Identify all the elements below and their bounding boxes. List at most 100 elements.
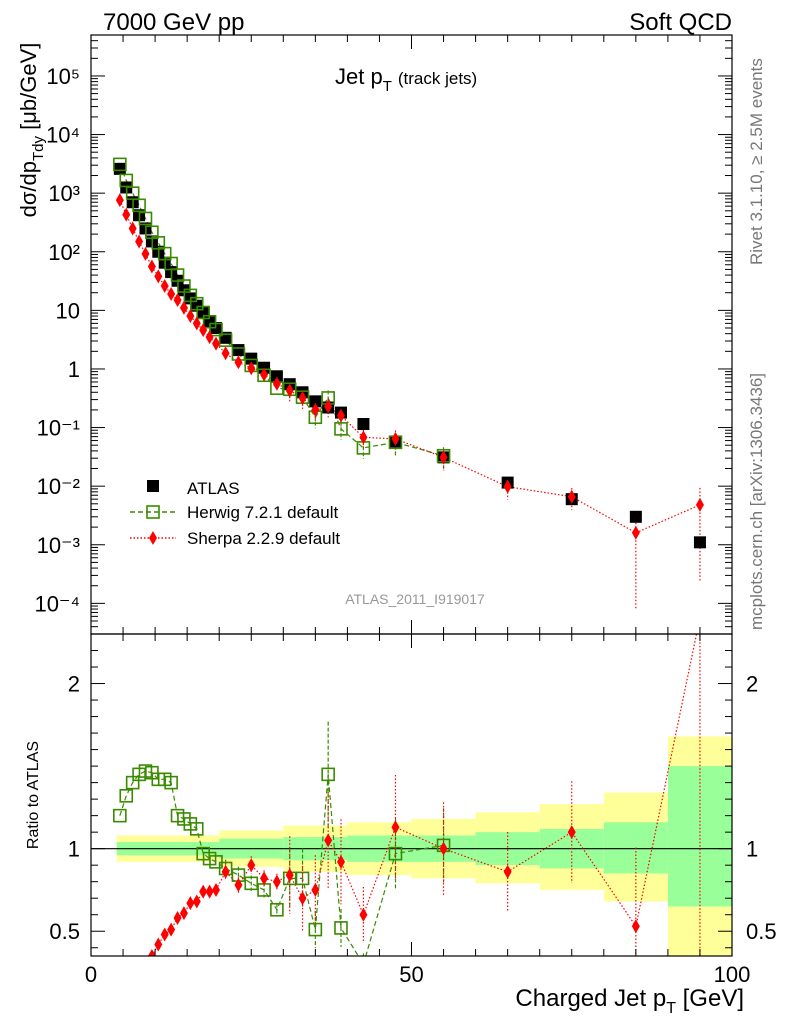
sherpa-point xyxy=(135,234,144,249)
sherpa-point xyxy=(221,346,230,361)
analysis-label: ATLAS_2011_I919017 xyxy=(345,591,485,607)
sherpa-point xyxy=(631,525,640,540)
herwig-ratio-point xyxy=(244,876,259,891)
sherpa-point xyxy=(115,193,124,208)
main-y-tick-label: 10⁵ xyxy=(46,64,80,89)
herwig-point xyxy=(209,322,223,337)
plot-title-subscript: T xyxy=(383,78,392,95)
main-y-tick-labels: 10⁵ 10⁴ 10³ 10² 10 1 10⁻¹ 10⁻² 10⁻³ 10⁻⁴ xyxy=(34,64,80,616)
sherpa-point xyxy=(147,259,156,274)
sherpa-point xyxy=(173,293,182,308)
header-right: Soft QCD xyxy=(629,9,732,36)
herwig-ratio-point xyxy=(270,902,284,917)
sherpa-point xyxy=(199,323,208,338)
sherpa-point xyxy=(298,390,307,405)
legend-herwig-marker xyxy=(146,505,160,519)
atlas-point xyxy=(232,344,245,357)
sherpa-point xyxy=(167,287,176,302)
main-y-tick-label: 10⁻¹ xyxy=(37,416,80,441)
sherpa-ratio-point xyxy=(631,919,640,934)
herwig-point xyxy=(334,422,348,436)
ratio-plot-marks xyxy=(113,610,704,956)
sherpa-ratio-point xyxy=(311,882,320,897)
ratio-y-tick-label-right: 0.5 xyxy=(746,919,777,944)
sherpa-point xyxy=(160,279,169,294)
herwig-point xyxy=(113,157,127,172)
sherpa-point xyxy=(272,376,281,391)
sherpa-ratio-point xyxy=(391,820,400,835)
sherpa-point xyxy=(247,361,256,376)
herwig-ratio-point xyxy=(388,846,403,861)
ratio-y-tick-label-right: 2 xyxy=(746,672,758,697)
main-y-axis-label-unit: [μb/GeV] xyxy=(16,43,41,136)
ratio-y-tick-label-left: 1 xyxy=(68,837,80,862)
ratio-tick-labels: 0 50 100 0.5 0.5 1 1 2 2 xyxy=(49,672,776,987)
legend-sherpa-label: Sherpa 2.2.9 default xyxy=(187,529,340,548)
sherpa-ratio-point xyxy=(285,868,294,883)
main-y-axis-label: dσ/dpTdy [μb/GeV] xyxy=(16,43,47,218)
x-axis-label-unit: [GeV] xyxy=(676,985,744,1012)
herwig-ratio-point xyxy=(295,871,310,886)
sherpa-ratio-point xyxy=(199,884,208,899)
main-y-tick-label: 10² xyxy=(48,240,80,265)
x-axis-label: Charged Jet pT [GeV] xyxy=(515,985,744,1017)
mcplots-reference-label: mcplots.cern.ch [arXiv:1306.3436] xyxy=(747,373,766,630)
sherpa-ratio-point xyxy=(221,864,230,879)
main-y-axis-label-a: dσ/dp xyxy=(16,161,41,217)
sherpa-point xyxy=(186,309,195,324)
legend-herwig-label: Herwig 7.2.1 default xyxy=(187,503,338,522)
sherpa-point xyxy=(503,479,512,494)
sherpa-ratio-point xyxy=(160,927,169,942)
sherpa-point xyxy=(311,402,320,417)
x-axis-label-sub: T xyxy=(666,1000,676,1017)
sherpa-ratio-point xyxy=(179,906,188,921)
main-y-tick-label: 10⁻⁴ xyxy=(34,591,80,616)
sherpa-point xyxy=(285,383,294,398)
herwig-ratio-point xyxy=(113,808,127,823)
sherpa-point xyxy=(336,408,345,423)
herwig-point xyxy=(138,211,153,226)
sherpa-point xyxy=(391,431,400,446)
x-axis-label-a: Charged Jet p xyxy=(515,985,666,1012)
sherpa-line xyxy=(119,199,701,534)
sherpa-ratio-point xyxy=(324,833,333,848)
atlas-point xyxy=(357,418,370,431)
plot-title: Jet pT (track jets) xyxy=(335,64,477,95)
ratio-plot-panel: 0 50 100 0.5 0.5 1 1 2 2 Ratio to ATLAS Charged … xyxy=(25,610,777,1017)
herwig-ratio-point xyxy=(334,921,348,935)
main-plot-ticks xyxy=(90,34,733,635)
ratio-y-tick-label-right: 1 xyxy=(746,837,758,862)
header-left: 7000 GeV pp xyxy=(103,9,244,36)
sherpa-point xyxy=(192,316,201,331)
main-y-axis-label-sub: Tdy xyxy=(30,135,47,161)
x-tick-label: 0 xyxy=(85,962,97,987)
sherpa-ratio-point xyxy=(567,825,576,840)
rivet-version-label: Rivet 3.1.10, ≥ 2.5M events xyxy=(747,58,766,265)
sherpa-point xyxy=(260,367,269,382)
sherpa-ratio-point xyxy=(359,907,368,922)
sherpa-point xyxy=(567,489,576,504)
sherpa-point xyxy=(128,221,137,236)
herwig-ratio-point xyxy=(164,775,178,790)
sherpa-ratio-point xyxy=(696,610,704,624)
sherpa-ratio-point xyxy=(260,871,269,886)
legend-atlas-label: ATLAS xyxy=(187,479,240,498)
sherpa-ratio-point xyxy=(234,877,243,892)
main-plot-panel: 10⁵ 10⁴ 10³ 10² 10 1 10⁻¹ 10⁻² 10⁻³ 10⁻⁴ Jet pT (t… xyxy=(16,34,733,635)
herwig-line xyxy=(119,164,444,457)
atlas-point xyxy=(270,370,283,383)
atlas-point xyxy=(629,510,642,523)
atlas-point xyxy=(309,395,322,408)
x-tick-label: 100 xyxy=(714,962,751,987)
sherpa-point xyxy=(324,399,333,414)
sherpa-point xyxy=(141,246,150,261)
sherpa-ratio-point xyxy=(192,894,201,909)
herwig-point xyxy=(132,198,146,213)
herwig-point xyxy=(218,333,233,347)
herwig-point xyxy=(119,173,134,188)
sherpa-ratio-point xyxy=(167,922,176,937)
sherpa-ratio-point xyxy=(247,858,256,873)
herwig-point xyxy=(125,186,140,200)
main-y-tick-label: 10 xyxy=(56,298,80,323)
